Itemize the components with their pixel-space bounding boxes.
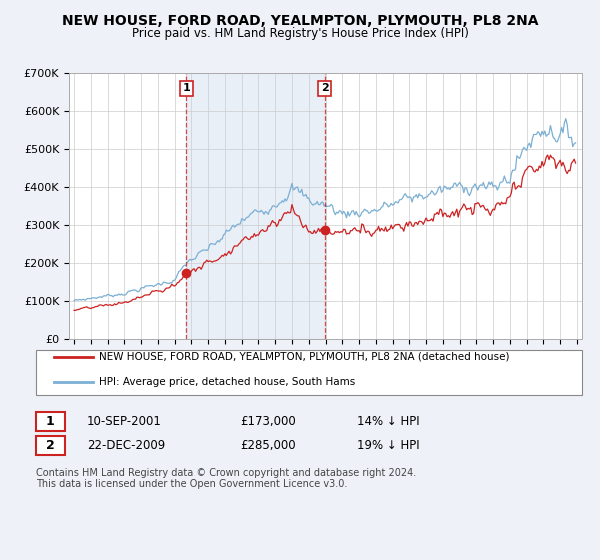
Bar: [187, 73, 325, 339]
Text: Price paid vs. HM Land Registry's House Price Index (HPI): Price paid vs. HM Land Registry's House …: [131, 27, 469, 40]
Text: HPI: Average price, detached house, South Hams: HPI: Average price, detached house, Sout…: [99, 377, 355, 388]
Text: 1: 1: [182, 83, 190, 94]
Text: 1: 1: [46, 414, 55, 428]
Text: 2: 2: [321, 83, 329, 94]
Text: 19% ↓ HPI: 19% ↓ HPI: [357, 438, 419, 452]
Text: £173,000: £173,000: [240, 414, 296, 428]
Text: £285,000: £285,000: [240, 438, 296, 452]
Text: NEW HOUSE, FORD ROAD, YEALMPTON, PLYMOUTH, PL8 2NA: NEW HOUSE, FORD ROAD, YEALMPTON, PLYMOUT…: [62, 14, 538, 28]
Text: 22-DEC-2009: 22-DEC-2009: [87, 438, 165, 452]
Text: 14% ↓ HPI: 14% ↓ HPI: [357, 414, 419, 428]
Text: NEW HOUSE, FORD ROAD, YEALMPTON, PLYMOUTH, PL8 2NA (detached house): NEW HOUSE, FORD ROAD, YEALMPTON, PLYMOUT…: [99, 352, 509, 362]
Text: 10-SEP-2001: 10-SEP-2001: [87, 414, 162, 428]
Text: 2: 2: [46, 438, 55, 452]
Text: Contains HM Land Registry data © Crown copyright and database right 2024.
This d: Contains HM Land Registry data © Crown c…: [36, 468, 416, 489]
